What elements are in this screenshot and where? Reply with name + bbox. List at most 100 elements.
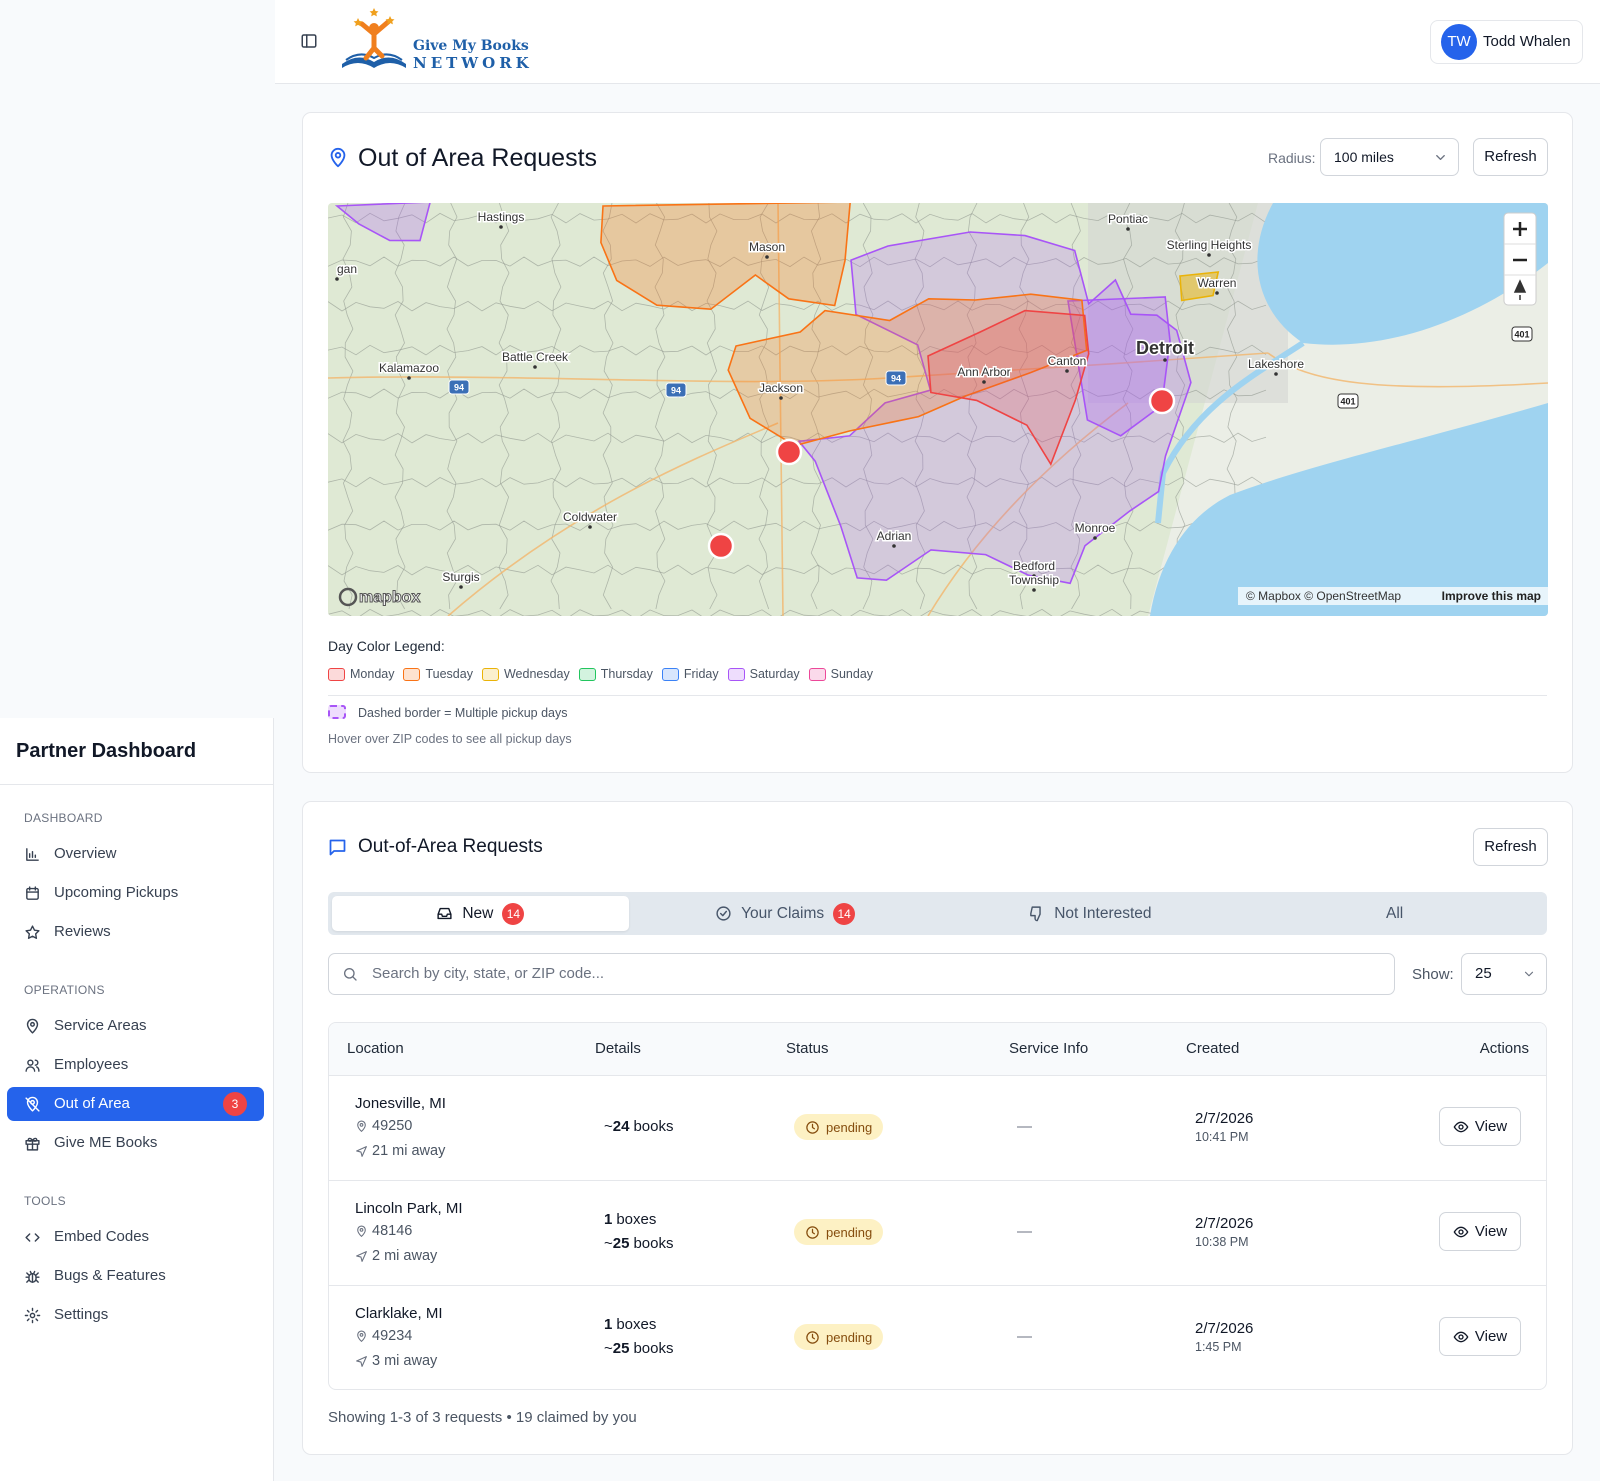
map[interactable]: 94 94 94 401 401 Hastings Mason Pontiac Sterling…: [328, 203, 1548, 616]
detail-prefix: ~: [604, 1340, 613, 1357]
icon-shape: [437, 907, 452, 920]
map-boundary: [810, 203, 822, 610]
icon-clock: [806, 1120, 819, 1134]
button-label: View: [1474, 1328, 1508, 1345]
tab-label: New: [462, 904, 494, 922]
icon-shape: [352, 976, 357, 981]
mapbox-logo-mark: [338, 587, 358, 607]
map-boundary: [550, 203, 562, 610]
shield-label: 401: [1340, 397, 1355, 407]
icon-shape: [25, 924, 40, 939]
legend-swatch: [328, 667, 345, 681]
refresh-button[interactable]: Refresh: [1473, 138, 1548, 176]
status-pill: pending: [794, 1219, 884, 1245]
nav-item[interactable]: Overview: [7, 837, 264, 871]
icon-shape: [26, 887, 39, 900]
legend-swatch: [403, 667, 421, 681]
icon-check: [716, 906, 731, 921]
map-boundary: [328, 608, 1263, 616]
map-road: [1267, 352, 1548, 388]
tab[interactable]: Not Interested: [942, 896, 1239, 931]
city-dot: [1215, 291, 1219, 295]
card-title: Out-of-Area Requests: [358, 836, 543, 857]
detail-prefix: ~: [604, 1118, 613, 1135]
map-boundary: [966, 203, 978, 610]
icon-pin: [357, 1120, 366, 1132]
icon-thumbsdown: [1030, 906, 1041, 922]
icon-shape: [1524, 971, 1534, 977]
icon-eye: [1453, 1331, 1469, 1342]
legend-swatch: [578, 667, 596, 681]
table-footer: Showing 1-3 of 3 requests • 19 claimed b…: [328, 1409, 637, 1426]
show-label: Show:: [1412, 966, 1454, 983]
nav-item[interactable]: Embed Codes: [7, 1220, 264, 1254]
map-label: Ann Arbor: [957, 365, 1010, 379]
improve-map-link[interactable]: Improve this map: [1442, 589, 1541, 603]
location-name: Jonesville, MI: [355, 1095, 446, 1112]
created-date: 2/7/2026: [1195, 1110, 1254, 1127]
icon-inbox: [437, 907, 452, 920]
show-select[interactable]: 25: [1461, 953, 1547, 995]
nav-item[interactable]: Employees: [7, 1048, 264, 1082]
nav-item[interactable]: Settings: [7, 1298, 264, 1332]
icon-shape: [811, 1228, 815, 1234]
column-header: Location: [347, 1040, 404, 1057]
icon-pinoff: [25, 1096, 40, 1112]
map-label: Coldwater: [563, 510, 617, 524]
refresh-button[interactable]: Refresh: [1473, 828, 1548, 866]
view-button[interactable]: View: [1439, 1107, 1521, 1146]
user-menu[interactable]: TW Todd Whalen: [1430, 20, 1583, 64]
map-water: [1155, 340, 1305, 524]
nav-item[interactable]: Bugs & Features: [7, 1259, 264, 1293]
logo-text: NETWORK: [413, 54, 533, 72]
created-time: 10:38 PM: [1195, 1235, 1249, 1249]
nav-item[interactable]: Give ME Books: [7, 1126, 264, 1160]
legend-label: Friday: [683, 667, 719, 681]
shield-label: 401: [1514, 330, 1529, 340]
legend-label: Monday: [350, 667, 395, 681]
legend-title: Day Color Legend:: [328, 638, 445, 654]
icon-shape: [26, 1018, 39, 1034]
map-water: [1257, 203, 1548, 345]
shield-label: 94: [891, 374, 901, 384]
sidebar-top: [0, 0, 274, 718]
highway-shield: [1511, 326, 1533, 342]
icon-chart: [26, 847, 39, 861]
request-marker: [707, 532, 735, 560]
icon-shape: [716, 906, 731, 921]
table-header: [329, 1023, 1546, 1076]
button-label: Refresh: [1484, 838, 1537, 855]
shield-label: 94: [454, 383, 464, 393]
tab[interactable]: Your Claims 14: [637, 896, 934, 931]
view-button[interactable]: View: [1439, 1212, 1521, 1251]
legend-note: Hover over ZIP codes to see all pickup d…: [328, 732, 572, 746]
location-name: Clarklake, MI: [355, 1305, 443, 1322]
request-marker: [775, 438, 803, 466]
nav-item[interactable]: Out of Area 3: [7, 1087, 264, 1121]
detail-line: 1 boxes: [604, 1209, 656, 1231]
city-dot: [982, 380, 986, 384]
map-label: Jackson: [759, 381, 803, 395]
search-placeholder: Search by city, state, or ZIP code...: [372, 965, 605, 982]
search-input[interactable]: Search by city, state, or ZIP code...: [328, 953, 1395, 995]
tab[interactable]: New 14: [332, 896, 629, 931]
section-heading: DASHBOARD: [24, 811, 103, 825]
tab[interactable]: All: [1246, 896, 1543, 931]
status-pill: pending: [794, 1324, 884, 1350]
icon-bug: [25, 1270, 40, 1283]
column-header: Status: [786, 1040, 829, 1057]
map-label: Monroe: [1075, 521, 1116, 535]
icon-shape: [353, 8, 395, 27]
radius-select[interactable]: 100 miles: [1320, 138, 1459, 176]
nav-item[interactable]: Upcoming Pickups: [7, 876, 264, 910]
view-button[interactable]: View: [1439, 1317, 1521, 1356]
map-water: [1150, 403, 1548, 616]
city-dot: [1093, 536, 1097, 540]
nav-item[interactable]: Reviews: [7, 915, 264, 949]
icon-eye: [1453, 1226, 1469, 1237]
icon-search: [344, 968, 357, 981]
icon-shape: [334, 152, 342, 159]
nav-label: Employees: [54, 1056, 129, 1073]
service-region: [334, 203, 431, 242]
nav-item[interactable]: Service Areas: [7, 1009, 264, 1043]
